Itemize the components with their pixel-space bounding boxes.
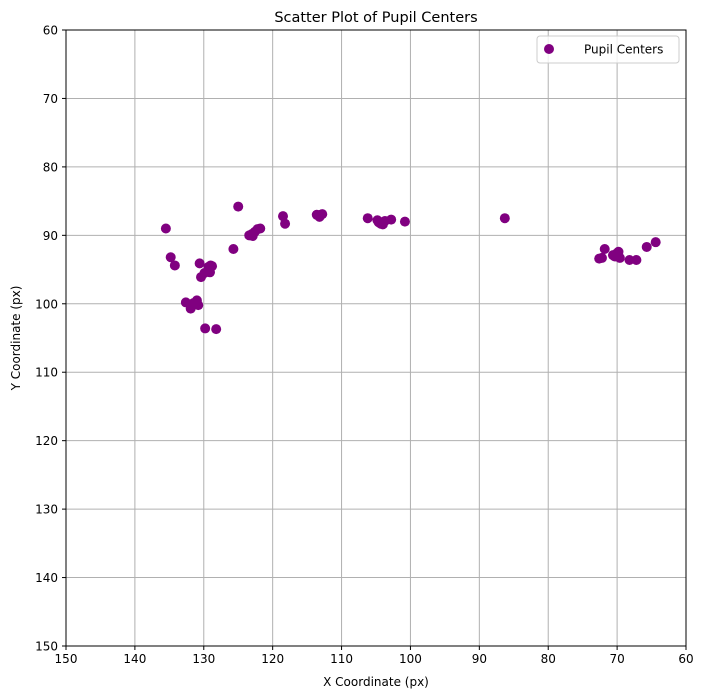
x-tick-label: 100: [399, 652, 422, 666]
y-tick-label: 150: [35, 640, 58, 654]
data-point: [160, 223, 171, 234]
data-point: [188, 298, 199, 309]
plot-frame: [65, 29, 687, 647]
x-axis-title: X Coordinate (px): [323, 675, 429, 689]
data-point: [207, 261, 218, 272]
axis-ticks: 150 140 130 120 110 100 90 80 70 60 60 70 80 90 100 110…: [35, 24, 694, 667]
x-tick-label: 140: [123, 652, 146, 666]
chart-title: Scatter Plot of Pupil Centers: [274, 10, 477, 26]
data-point: [228, 244, 239, 255]
y-tick-label: 100: [35, 297, 58, 311]
y-tick-label: 110: [35, 366, 58, 380]
data-point: [165, 252, 176, 263]
data-point: [399, 216, 410, 227]
data-point: [386, 214, 397, 225]
legend-marker: [544, 44, 554, 54]
y-tick-label: 80: [43, 160, 58, 174]
x-tick-label: 110: [330, 652, 353, 666]
data-point: [373, 217, 384, 228]
data-points: [160, 201, 661, 335]
y-tick-label: 140: [35, 571, 58, 585]
data-point: [278, 211, 288, 222]
x-tick-label: 60: [678, 652, 693, 666]
legend: Pupil Centers: [536, 35, 680, 64]
data-point: [641, 241, 652, 252]
x-tick-label: 90: [472, 652, 487, 666]
y-tick-label: 120: [35, 434, 58, 448]
data-point: [280, 218, 291, 229]
x-tick-label: 150: [55, 652, 78, 666]
data-point: [596, 252, 607, 263]
legend-label: Pupil Centers: [584, 43, 663, 57]
y-tick-label: 60: [43, 24, 58, 38]
data-point: [194, 258, 205, 269]
x-tick-label: 70: [609, 652, 624, 666]
y-axis-title: Y Coordinate (px): [9, 286, 23, 392]
data-point: [631, 254, 642, 265]
legend-box: [536, 35, 680, 64]
data-point: [599, 244, 610, 255]
y-tick-label: 130: [35, 503, 58, 517]
data-point: [624, 254, 635, 265]
data-point: [499, 213, 510, 224]
data-point: [315, 209, 326, 220]
data-point: [362, 213, 373, 224]
data-point: [200, 323, 211, 334]
data-point: [169, 260, 180, 271]
x-tick-label: 120: [261, 652, 284, 666]
data-point: [255, 223, 266, 234]
data-point: [211, 324, 222, 335]
data-point: [233, 201, 244, 212]
y-tick-label: 90: [43, 229, 58, 243]
data-point: [650, 237, 661, 248]
data-point: [247, 231, 258, 242]
data-point: [613, 246, 624, 257]
y-tick-label: 70: [43, 92, 58, 106]
x-tick-label: 80: [541, 652, 556, 666]
x-tick-label: 130: [192, 652, 215, 666]
